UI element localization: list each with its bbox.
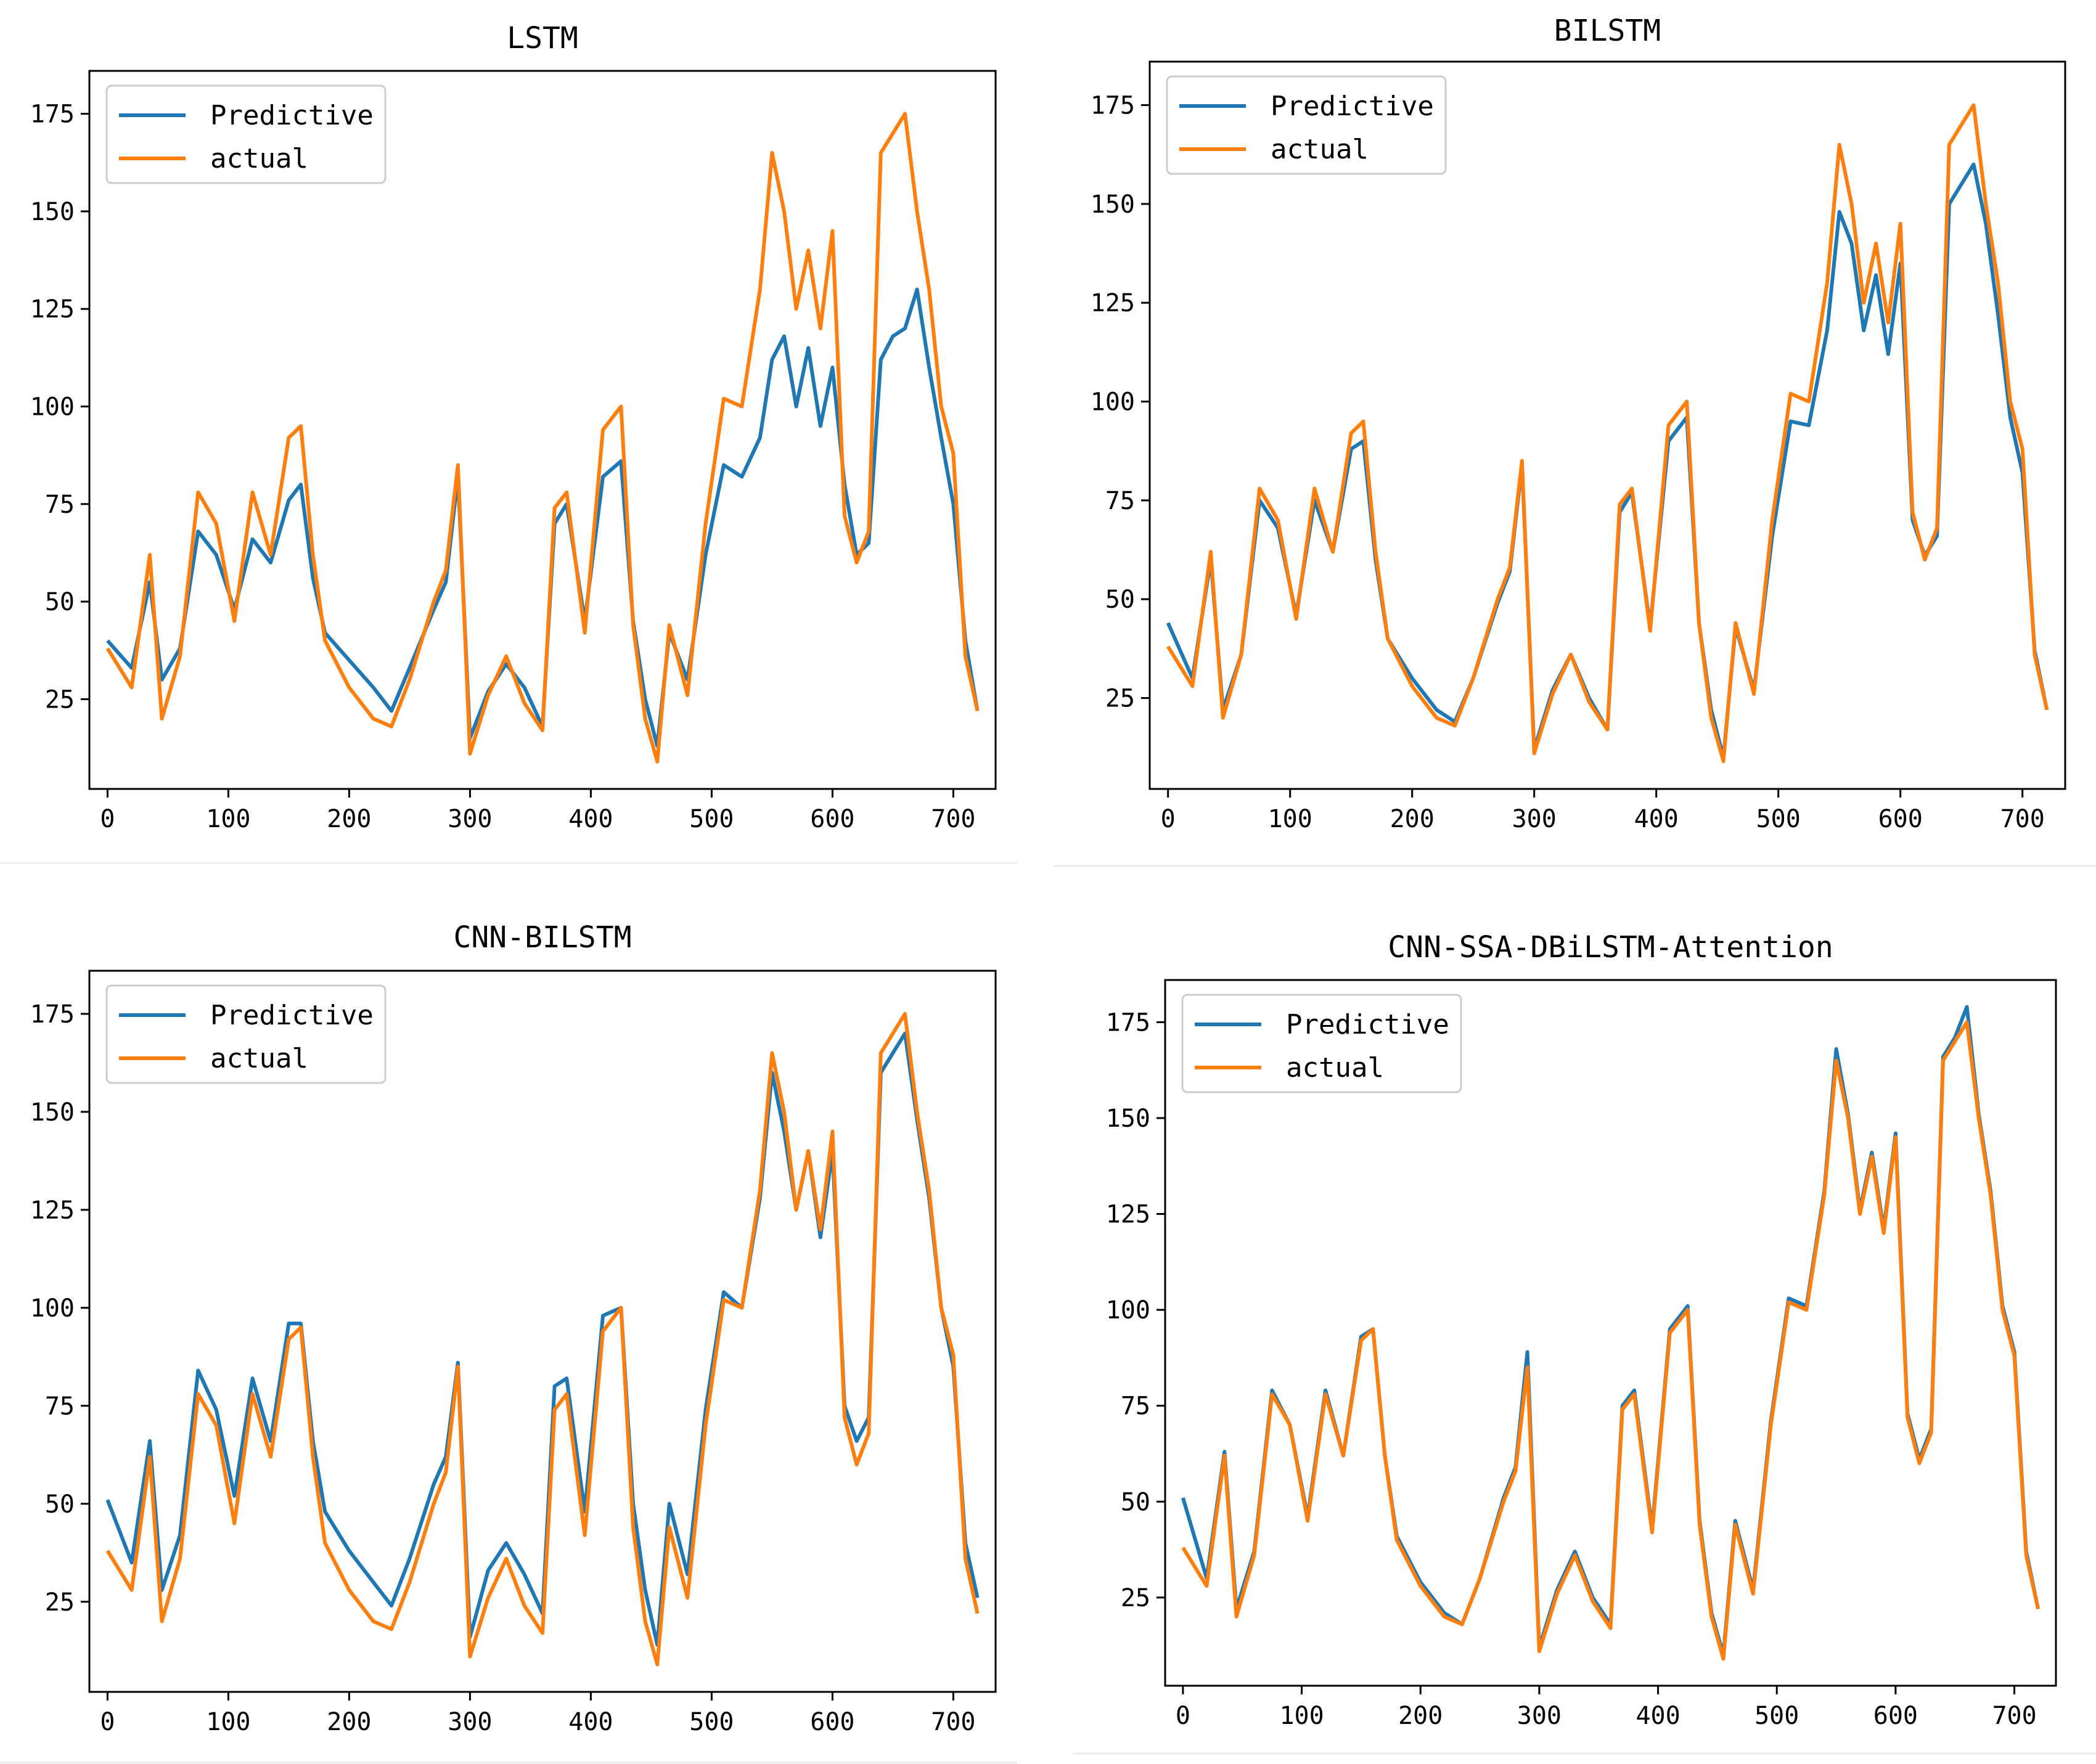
chart-title: BILSTM bbox=[1554, 14, 1661, 48]
x-tick-label: 700 bbox=[2000, 805, 2045, 833]
legend-label-actual: actual bbox=[210, 143, 308, 174]
x-tick-label: 400 bbox=[568, 1708, 613, 1736]
y-tick-label: 50 bbox=[45, 588, 75, 616]
series-line-actual bbox=[1181, 1020, 2041, 1661]
y-tick-label: 150 bbox=[30, 198, 75, 226]
y-tick-label: 100 bbox=[30, 1294, 75, 1323]
x-tick-label: 500 bbox=[689, 805, 734, 833]
y-tick-label: 50 bbox=[1121, 1488, 1150, 1516]
chart-title: LSTM bbox=[507, 21, 578, 55]
x-tick-label: 0 bbox=[1176, 1702, 1190, 1730]
x-tick-label: 100 bbox=[206, 805, 250, 833]
y-tick-label: 75 bbox=[45, 1392, 75, 1421]
x-tick-label: 300 bbox=[1517, 1702, 1562, 1730]
y-tick-label: 125 bbox=[1106, 1201, 1150, 1229]
series-line-actual bbox=[1166, 103, 2049, 764]
x-tick-label: 600 bbox=[810, 805, 854, 833]
y-tick-label: 150 bbox=[1091, 190, 1135, 219]
chart-title: CNN-SSA-DBiLSTM-Attention bbox=[1388, 930, 1833, 965]
x-tick-label: 200 bbox=[1390, 805, 1435, 833]
y-tick-label: 175 bbox=[30, 1000, 75, 1029]
y-tick-label: 150 bbox=[1106, 1105, 1150, 1133]
y-tick-label: 50 bbox=[45, 1490, 75, 1519]
legend-label-actual: actual bbox=[210, 1043, 308, 1074]
x-tick-label: 400 bbox=[1634, 805, 1679, 833]
x-tick-label: 200 bbox=[1398, 1702, 1443, 1730]
x-tick-label: 200 bbox=[327, 1708, 371, 1736]
y-tick-label: 75 bbox=[45, 491, 75, 519]
legend-label-actual: actual bbox=[1271, 134, 1369, 165]
x-tick-label: 600 bbox=[810, 1708, 854, 1736]
series-line-actual bbox=[105, 112, 980, 764]
x-tick-label: 700 bbox=[1992, 1702, 2036, 1730]
x-tick-label: 500 bbox=[1754, 1702, 1799, 1730]
series-line-predictive bbox=[105, 1031, 980, 1647]
x-tick-label: 100 bbox=[1279, 1702, 1324, 1730]
x-tick-label: 700 bbox=[931, 805, 975, 833]
chart-panel-3: CNN-BILSTM 0 100 200 300 400 500 600 700 25 50 75 10… bbox=[30, 920, 997, 1736]
x-tick-label: 0 bbox=[100, 1708, 115, 1736]
y-tick-label: 125 bbox=[1091, 289, 1135, 317]
legend-label-predictive: Predictive bbox=[1271, 91, 1434, 122]
x-tick-label: 500 bbox=[689, 1708, 734, 1736]
y-tick-label: 25 bbox=[45, 685, 75, 714]
series-line-actual bbox=[105, 1011, 980, 1667]
y-tick-label: 100 bbox=[30, 393, 75, 422]
y-tick-label: 25 bbox=[1105, 685, 1135, 713]
chart-panel-1: LSTM 0 100 200 300 400 500 600 700 25 50 75 100 125 15… bbox=[30, 21, 997, 833]
chart-title: CNN-BILSTM bbox=[454, 920, 632, 955]
y-tick-label: 125 bbox=[30, 295, 75, 324]
x-tick-label: 400 bbox=[568, 805, 613, 833]
x-tick-label: 100 bbox=[1268, 805, 1312, 833]
legend-label-predictive: Predictive bbox=[1286, 1009, 1449, 1040]
plot-frame bbox=[88, 70, 997, 790]
y-tick-label: 125 bbox=[30, 1196, 75, 1225]
x-tick-label: 300 bbox=[448, 805, 492, 833]
legend-label-predictive: Predictive bbox=[210, 100, 374, 131]
y-tick-label: 150 bbox=[30, 1098, 75, 1127]
x-tick-label: 0 bbox=[1161, 805, 1176, 833]
x-tick-label: 100 bbox=[206, 1708, 250, 1736]
plot-frame bbox=[1164, 979, 2057, 1687]
plot-frame bbox=[88, 970, 997, 1693]
x-tick-label: 700 bbox=[931, 1708, 975, 1736]
y-tick-label: 100 bbox=[1106, 1296, 1150, 1325]
y-tick-label: 75 bbox=[1121, 1392, 1150, 1421]
chart-panel-2: BILSTM 0 100 200 300 400 500 600 700 25 50 75 100 125… bbox=[1091, 14, 2066, 833]
plot-frame bbox=[1148, 60, 2066, 790]
y-tick-label: 100 bbox=[1091, 388, 1135, 417]
y-tick-label: 25 bbox=[1121, 1584, 1150, 1612]
series-line-predictive bbox=[1166, 162, 2049, 759]
x-tick-label: 600 bbox=[1873, 1702, 1918, 1730]
y-tick-label: 50 bbox=[1105, 586, 1135, 614]
y-tick-label: 175 bbox=[1106, 1008, 1150, 1037]
chart-panel-4: CNN-SSA-DBiLSTM-Attention 0 100 200 300 400 50… bbox=[1106, 930, 2057, 1730]
x-tick-label: 300 bbox=[448, 1708, 492, 1736]
legend-label-predictive: Predictive bbox=[210, 1000, 374, 1031]
y-tick-label: 25 bbox=[45, 1588, 75, 1617]
y-tick-label: 175 bbox=[1091, 92, 1135, 120]
legend-label-actual: actual bbox=[1286, 1052, 1384, 1084]
x-tick-label: 600 bbox=[1878, 805, 1923, 833]
series-line-predictive bbox=[1181, 1005, 2041, 1657]
y-tick-label: 75 bbox=[1105, 487, 1135, 515]
x-tick-label: 500 bbox=[1756, 805, 1801, 833]
x-tick-label: 200 bbox=[327, 805, 371, 833]
y-tick-label: 175 bbox=[30, 100, 75, 129]
x-tick-label: 400 bbox=[1635, 1702, 1680, 1730]
x-tick-label: 300 bbox=[1512, 805, 1557, 833]
x-tick-label: 0 bbox=[100, 805, 115, 833]
